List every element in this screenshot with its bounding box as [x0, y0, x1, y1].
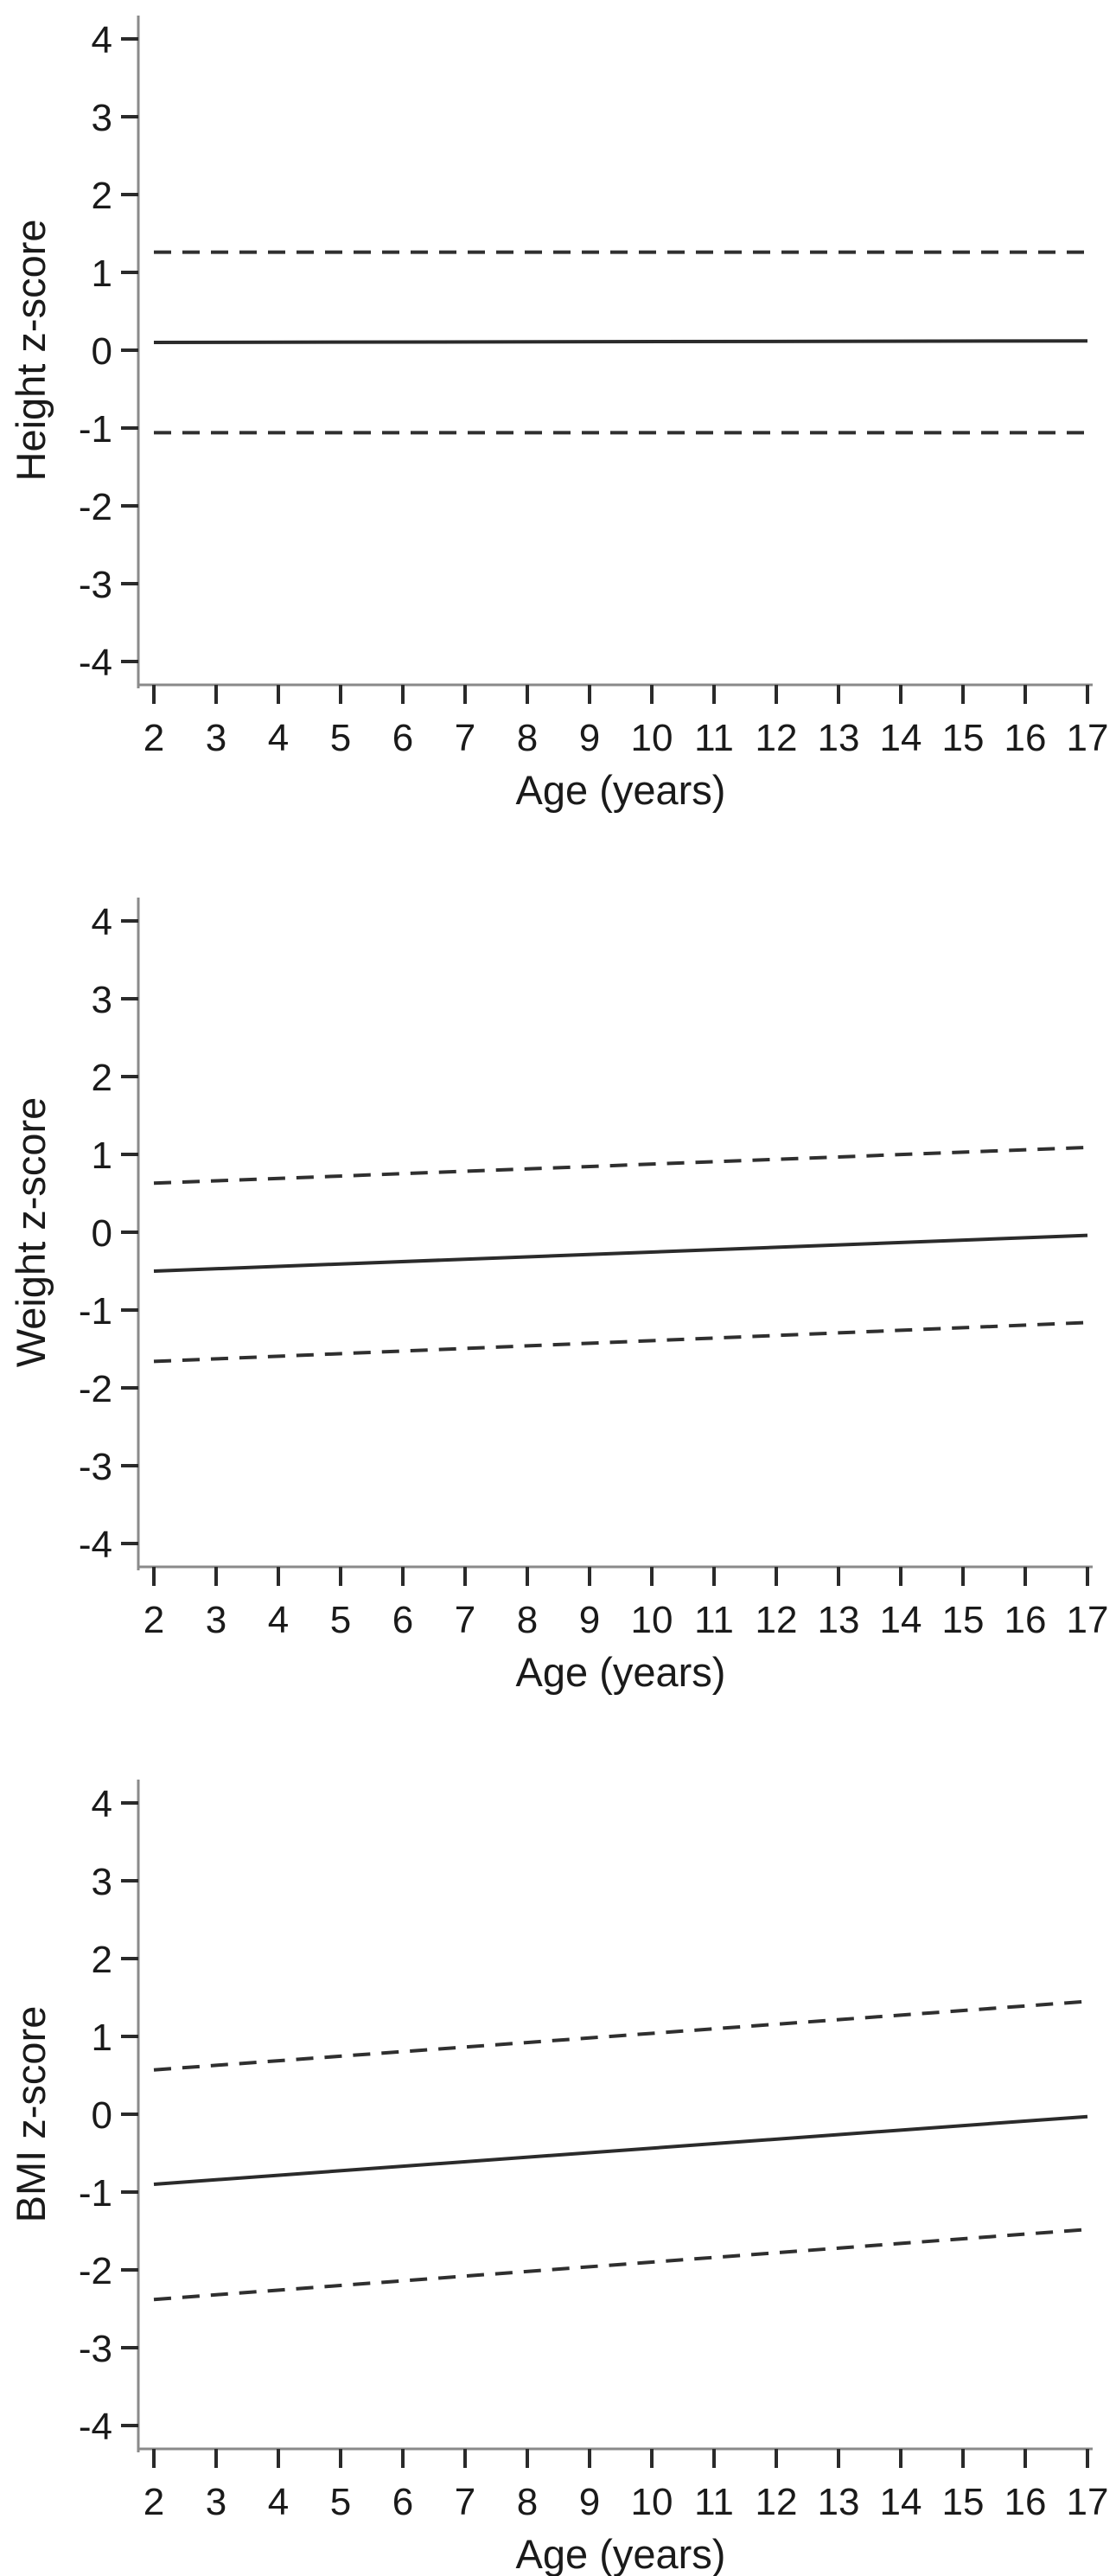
chart-height-zscore: 4 3 2 1 0 -1 -2 -3 -4 2 3 4 5 6 7 8 9 10 11 12 13 14 15 16 17 Age… — [0, 0, 1116, 830]
x-tick-label: 11 — [694, 2481, 734, 2523]
x-tick-label: 3 — [206, 717, 226, 759]
x-tick-label: 6 — [392, 717, 413, 759]
x-tick-label: 17 — [1067, 1599, 1109, 1641]
x-axis-title: Age (years) — [516, 2531, 726, 2576]
y-tick-label: 2 — [92, 175, 112, 217]
series-upper-limit-line — [153, 1145, 1088, 1186]
y-tick-label: 2 — [92, 1939, 112, 1981]
y-tick-label: 1 — [92, 252, 112, 295]
y-tick-label: 4 — [92, 1783, 112, 1825]
chart-weight-zscore: 4 3 2 1 0 -1 -2 -3 -4 2 3 4 5 6 7 8 9 10 11 12 13 14 15 16 17 Age… — [0, 882, 1116, 1712]
y-tick-label: -1 — [79, 408, 112, 451]
x-tick-label: 15 — [942, 717, 985, 759]
y-axis-title: Weight z-score — [8, 1097, 54, 1368]
x-tick-label: 15 — [942, 1599, 985, 1641]
x-tick-label: 3 — [206, 2481, 226, 2523]
series-mean-line — [153, 2114, 1088, 2186]
x-tick-label: 7 — [455, 2481, 475, 2523]
x-tick-label: 13 — [818, 717, 860, 759]
x-tick-label: 5 — [330, 2481, 351, 2523]
x-tick-label: 9 — [579, 2481, 600, 2523]
y-axis-title: Height z-score — [8, 220, 54, 482]
x-tick-label: 12 — [756, 717, 798, 759]
series-upper-limit-line — [153, 1999, 1088, 2072]
x-tick-label: 10 — [631, 717, 673, 759]
y-tick-label: -4 — [79, 1524, 112, 1566]
x-tick-label: 8 — [517, 2481, 538, 2523]
y-tick-label: 0 — [92, 2094, 112, 2137]
y-tick-label: 3 — [92, 97, 112, 139]
x-tick-label: 15 — [942, 2481, 985, 2523]
y-tick-label: -1 — [79, 2172, 112, 2215]
x-tick-label: 17 — [1067, 2481, 1109, 2523]
x-axis-title: Age (years) — [516, 1649, 726, 1695]
x-tick-label: 12 — [756, 2481, 798, 2523]
y-tick-label: -3 — [79, 2328, 112, 2370]
x-tick-label: 4 — [268, 1599, 289, 1641]
x-tick-label: 14 — [880, 717, 922, 759]
x-tick-label: 14 — [880, 2481, 922, 2523]
y-tick-label: 4 — [92, 19, 112, 61]
x-tick-label: 11 — [694, 717, 734, 759]
x-tick-label: 13 — [818, 2481, 860, 2523]
x-tick-label: 7 — [455, 1599, 475, 1641]
y-tick-label: 3 — [92, 979, 112, 1021]
y-tick-label: 1 — [92, 1135, 112, 1177]
y-tick-label: -2 — [79, 486, 112, 528]
x-tick-label: 5 — [330, 717, 351, 759]
x-tick-label: 16 — [1004, 2481, 1047, 2523]
x-tick-label: 6 — [392, 2481, 413, 2523]
y-tick-label: 1 — [92, 2017, 112, 2059]
x-tick-label: 12 — [756, 1599, 798, 1641]
x-tick-label: 4 — [268, 2481, 289, 2523]
y-tick-label: 4 — [92, 901, 112, 943]
x-tick-label: 16 — [1004, 1599, 1047, 1641]
x-tick-label: 2 — [143, 1599, 164, 1641]
x-tick-label: 13 — [818, 1599, 860, 1641]
series-lower-limit-line — [153, 2228, 1088, 2302]
x-tick-label: 5 — [330, 1599, 351, 1641]
x-tick-label: 6 — [392, 1599, 413, 1641]
x-tick-label: 16 — [1004, 717, 1047, 759]
series-mean-line — [153, 339, 1088, 344]
chart-bmi-zscore: 4 3 2 1 0 -1 -2 -3 -4 2 3 4 5 6 7 8 9 10 11 12 13 14 15 16 17 Age… — [0, 1764, 1116, 2576]
x-tick-label: 10 — [631, 2481, 673, 2523]
series-lower-limit-line — [153, 1320, 1088, 1364]
x-tick-label: 8 — [517, 717, 538, 759]
y-tick-label: -2 — [79, 1368, 112, 1410]
series-mean-line — [153, 1233, 1088, 1273]
y-tick-label: 2 — [92, 1057, 112, 1099]
y-tick-label: 0 — [92, 330, 112, 373]
y-tick-label: -1 — [79, 1290, 112, 1333]
x-axis-title: Age (years) — [516, 767, 726, 813]
x-tick-label: 3 — [206, 1599, 226, 1641]
x-tick-label: 11 — [694, 1599, 734, 1641]
y-tick-label: -4 — [79, 2406, 112, 2448]
y-tick-label: -3 — [79, 564, 112, 606]
x-tick-label: 2 — [143, 717, 164, 759]
x-tick-label: 2 — [143, 2481, 164, 2523]
y-tick-label: 3 — [92, 1861, 112, 1903]
y-tick-label: -3 — [79, 1446, 112, 1488]
x-tick-label: 14 — [880, 1599, 922, 1641]
x-tick-label: 9 — [579, 1599, 600, 1641]
y-tick-label: -2 — [79, 2250, 112, 2292]
y-tick-label: 0 — [92, 1212, 112, 1255]
y-axis-title: BMI z-score — [8, 2006, 54, 2223]
x-tick-label: 7 — [455, 717, 475, 759]
x-tick-label: 8 — [517, 1599, 538, 1641]
x-tick-label: 17 — [1067, 717, 1109, 759]
x-tick-label: 4 — [268, 717, 289, 759]
x-tick-label: 10 — [631, 1599, 673, 1641]
x-tick-label: 9 — [579, 717, 600, 759]
y-tick-label: -4 — [79, 642, 112, 684]
